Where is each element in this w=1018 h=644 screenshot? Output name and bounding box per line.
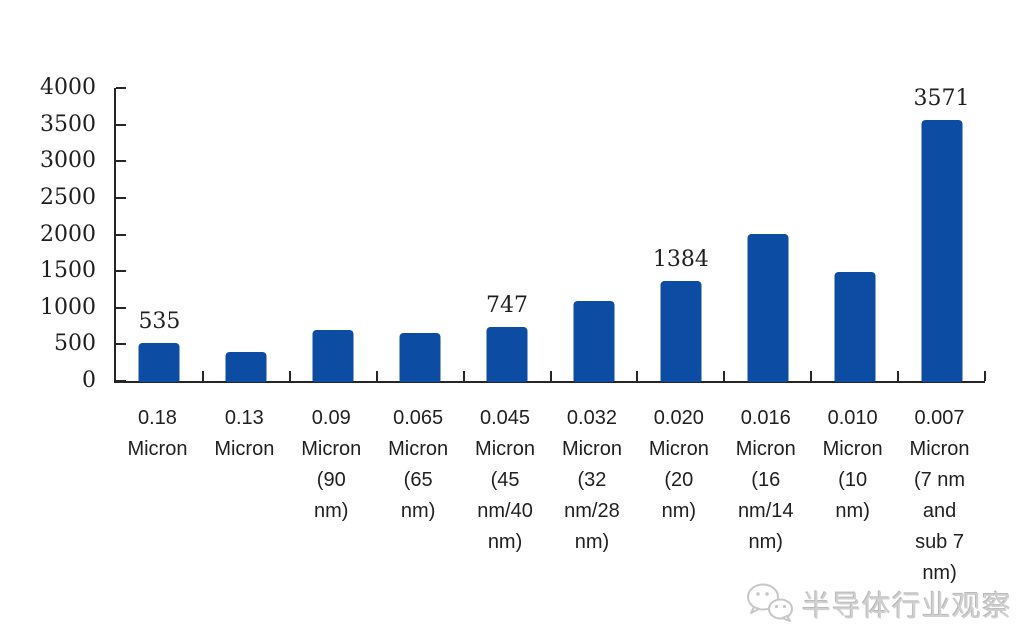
y-tick-label: 1000 bbox=[40, 294, 96, 320]
y-tick-label: 4000 bbox=[40, 75, 96, 100]
bar bbox=[660, 281, 702, 382]
bar bbox=[834, 272, 876, 382]
bar-slot bbox=[551, 88, 638, 382]
x-tick-mark bbox=[723, 371, 726, 381]
y-tick-mark bbox=[116, 196, 126, 199]
y-tick-label: 3000 bbox=[40, 148, 96, 174]
bar bbox=[399, 333, 441, 382]
bar-slot: 747 bbox=[464, 88, 551, 382]
category-label: 0.045 Micron (45 nm/40 nm) bbox=[475, 407, 536, 553]
y-tick-mark bbox=[116, 160, 126, 163]
x-tick-mark bbox=[375, 371, 378, 381]
wechat-icon bbox=[746, 583, 793, 622]
x-tick-mark bbox=[549, 371, 552, 381]
category-label: 0.18 Micron bbox=[127, 407, 188, 460]
bar bbox=[486, 327, 528, 382]
watermark-text: 半导体行业观察 bbox=[801, 589, 1012, 623]
y-tick-mark bbox=[116, 270, 126, 273]
x-tick-mark bbox=[897, 371, 900, 381]
bar-value-label: 535 bbox=[138, 309, 181, 334]
bar-slot bbox=[377, 88, 464, 382]
category-label: 0.020 Micron (20 nm) bbox=[648, 407, 709, 522]
category-label: 0.010 Micron (10 nm) bbox=[822, 407, 883, 522]
y-tick-mark bbox=[116, 123, 126, 126]
y-tick-label: 500 bbox=[54, 331, 96, 357]
bar bbox=[573, 301, 615, 382]
category-label: 0.016 Micron (16 nm/14 nm) bbox=[735, 407, 796, 553]
y-tick-label: 2500 bbox=[40, 184, 96, 210]
y-tick-mark bbox=[116, 233, 126, 236]
category-label: 0.007 Micron (7 nm and sub 7 nm) bbox=[909, 407, 970, 584]
y-tick-mark bbox=[116, 306, 126, 309]
y-tick-label: 1500 bbox=[40, 258, 96, 284]
bar bbox=[921, 120, 963, 382]
y-tick-mark bbox=[116, 343, 126, 346]
category-label: 0.032 Micron (32 nm/28 nm) bbox=[561, 407, 622, 553]
bar bbox=[225, 352, 267, 382]
x-tick-mark bbox=[288, 371, 291, 381]
bar-slot bbox=[203, 88, 290, 382]
x-tick-mark bbox=[636, 371, 639, 381]
bar-slot: 1384 bbox=[637, 88, 724, 382]
plot-area: 535 747 1384 3571 bbox=[114, 86, 986, 383]
bar-slot bbox=[290, 88, 377, 382]
x-tick-mark bbox=[984, 371, 986, 381]
y-tick-label: 0 bbox=[82, 368, 96, 393]
bar-slot: 3571 bbox=[898, 86, 985, 382]
x-tick-mark bbox=[201, 371, 204, 381]
y-tick-label: 3500 bbox=[40, 111, 96, 137]
bar-value-label: 3571 bbox=[913, 86, 970, 111]
bar-value-label: 747 bbox=[486, 293, 529, 318]
bar-value-label: 1384 bbox=[652, 247, 709, 272]
bar bbox=[138, 343, 180, 382]
x-tick-mark bbox=[462, 371, 465, 381]
y-tick-label: 2000 bbox=[40, 221, 96, 247]
bar-slot bbox=[724, 88, 811, 382]
bar bbox=[312, 330, 354, 382]
category-label: 0.09 Micron (90 nm) bbox=[301, 407, 362, 522]
watermark: 半导体行业观察 bbox=[744, 580, 1012, 628]
x-tick-mark bbox=[810, 371, 813, 381]
y-tick-mark bbox=[116, 87, 126, 89]
category-label: 0.13 Micron bbox=[214, 407, 275, 460]
y-tick-mark bbox=[116, 380, 126, 382]
bar-slot bbox=[811, 88, 898, 382]
bar bbox=[747, 234, 789, 382]
bar-slot: 535 bbox=[116, 88, 203, 382]
category-label: 0.065 Micron (65 nm) bbox=[388, 407, 449, 522]
